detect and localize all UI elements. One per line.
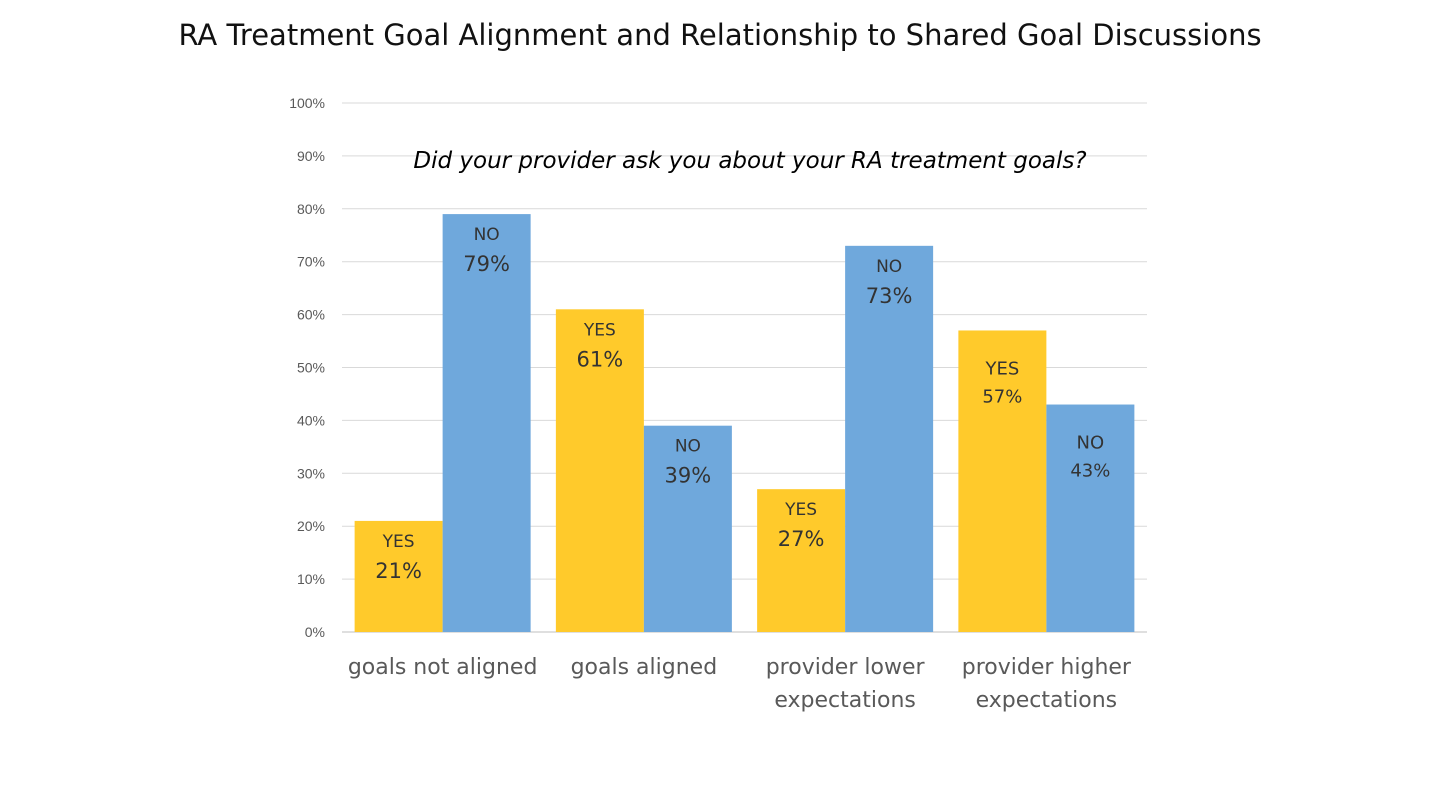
y-tick-label: 80%: [297, 201, 325, 217]
data-label-value: 61%: [577, 347, 624, 371]
data-label-value: 21%: [375, 559, 422, 583]
data-label-series: NO: [876, 257, 902, 277]
x-category-label: provider lower: [766, 655, 926, 680]
data-label-value: 57%: [982, 386, 1022, 407]
y-tick-label: 20%: [297, 518, 325, 534]
y-tick-label: 100%: [289, 95, 325, 111]
x-axis-categories: goals not aligned goals aligned provider l…: [348, 655, 1132, 713]
data-label-series: YES: [784, 500, 817, 520]
x-category-label: provider higher: [962, 655, 1132, 680]
data-labels: YES 21% NO 79% YES 61% NO 39% YES 27% NO 73% YES 57% N…: [375, 225, 1110, 583]
bar-yes: [757, 489, 846, 632]
y-tick-label: 0%: [305, 624, 325, 640]
y-tick-label: 50%: [297, 360, 325, 376]
y-axis-ticks: 0% 10% 20% 30% 40% 50% 60% 70% 80% 90% 100%: [289, 95, 325, 640]
y-tick-label: 70%: [297, 254, 325, 270]
data-label-value: 39%: [665, 464, 712, 488]
y-tick-label: 90%: [297, 148, 325, 164]
y-tick-label: 60%: [297, 307, 325, 323]
data-label-value: 43%: [1070, 461, 1110, 482]
bar-yes: [354, 520, 443, 632]
data-label-series: YES: [984, 358, 1019, 379]
bar-yes: [958, 330, 1047, 632]
x-category-label: expectations: [976, 688, 1117, 713]
data-label-value: 79%: [463, 252, 510, 276]
data-label-series: NO: [1077, 433, 1105, 454]
data-label-series: NO: [474, 225, 500, 245]
chart-title: RA Treatment Goal Alignment and Relation…: [178, 18, 1262, 52]
x-category-label: goals not aligned: [348, 655, 538, 680]
data-label-series: NO: [675, 437, 701, 457]
bar-no: [1046, 404, 1135, 632]
data-label-value: 27%: [778, 527, 825, 551]
x-category-label: goals aligned: [571, 655, 718, 680]
y-tick-label: 10%: [297, 571, 325, 587]
y-tick-label: 40%: [297, 412, 325, 428]
bars: [354, 214, 1135, 632]
data-label-series: YES: [583, 320, 616, 340]
bar-no: [643, 425, 732, 632]
x-category-label: expectations: [774, 688, 915, 713]
data-label-series: YES: [382, 532, 415, 552]
chart-annotation: Did your provider ask you about your RA …: [413, 148, 1086, 174]
y-tick-label: 30%: [297, 465, 325, 481]
bar-yes: [555, 309, 644, 632]
data-label-value: 73%: [866, 284, 913, 308]
bar-no: [442, 214, 531, 632]
bar-no: [845, 245, 934, 632]
